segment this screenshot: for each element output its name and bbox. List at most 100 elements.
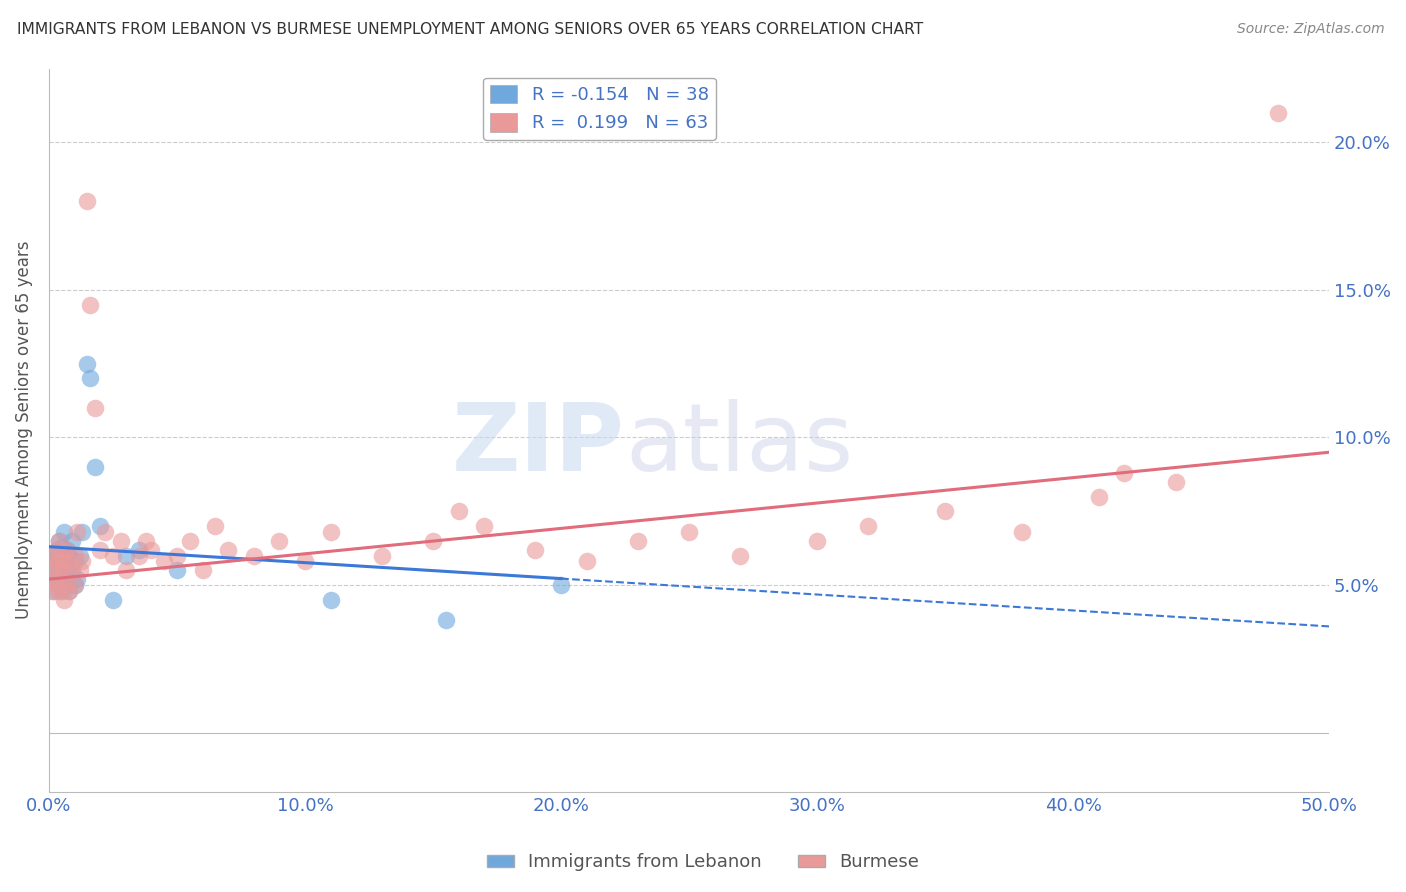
Point [41,563,63,577]
Point [422,533,444,548]
Point [135,533,157,548]
Point [524,542,547,557]
Point [42,549,65,563]
Point [1011,524,1033,539]
Point [53,563,76,577]
Point [69,549,91,563]
Point [72,524,94,539]
Point [41,584,63,599]
Point [56,542,79,557]
Text: ZIP: ZIP [453,399,626,491]
Point [678,524,700,539]
Point [472,519,495,533]
Point [45,554,67,568]
Point [141,542,163,557]
Point [319,592,342,607]
Point [1164,475,1187,489]
Point [179,533,201,548]
Point [76,194,98,209]
Point [51,549,73,563]
Legend: R = -0.154   N = 38, R =  0.199   N = 63: R = -0.154 N = 38, R = 0.199 N = 63 [482,78,716,140]
Point [94,524,117,539]
Point [371,549,394,563]
Point [101,592,124,607]
Point [63,578,86,592]
Point [63,549,86,563]
Point [45,542,67,557]
Point [1087,490,1109,504]
Point [60,563,83,577]
Point [56,542,79,557]
Point [48,533,70,548]
Point [294,554,316,568]
Point [84,460,107,475]
Point [41,563,63,577]
Point [110,533,132,548]
Point [42,549,65,563]
Point [69,563,91,577]
Point [45,572,67,586]
Point [51,540,73,554]
Point [934,504,956,518]
Point [550,578,572,592]
Point [58,554,80,568]
Point [319,524,342,539]
Point [1267,105,1289,120]
Point [730,549,752,563]
Y-axis label: Unemployment Among Seniors over 65 years: Unemployment Among Seniors over 65 years [15,241,32,619]
Point [79,371,101,385]
Point [53,524,76,539]
Point [66,524,89,539]
Point [45,578,67,592]
Point [76,357,98,371]
Point [45,542,67,557]
Point [48,563,70,577]
Point [627,533,650,548]
Point [191,563,214,577]
Point [243,549,266,563]
Point [166,563,188,577]
Point [89,519,111,533]
Point [447,504,470,518]
Point [51,554,73,568]
Legend: Immigrants from Lebanon, Burmese: Immigrants from Lebanon, Burmese [479,847,927,879]
Point [434,614,457,628]
Point [84,401,107,415]
Point [53,572,76,586]
Point [66,572,89,586]
Point [42,572,65,586]
Point [56,578,79,592]
Point [45,554,67,568]
Point [72,554,94,568]
Point [204,519,226,533]
Point [63,554,86,568]
Point [56,578,79,592]
Point [53,592,76,607]
Point [42,584,65,599]
Point [166,549,188,563]
Point [128,549,150,563]
Point [153,554,176,568]
Point [51,554,73,568]
Point [58,584,80,599]
Point [51,584,73,599]
Point [48,578,70,592]
Text: atlas: atlas [626,399,853,491]
Point [114,563,136,577]
Point [575,554,598,568]
Point [63,578,86,592]
Point [217,542,239,557]
Point [51,572,73,586]
Point [56,563,79,577]
Point [114,549,136,563]
Point [1114,466,1136,480]
Point [58,549,80,563]
Point [89,542,111,557]
Point [269,533,291,548]
Point [58,584,80,599]
Point [53,549,76,563]
Point [101,549,124,563]
Point [79,298,101,312]
Point [48,533,70,548]
Point [128,542,150,557]
